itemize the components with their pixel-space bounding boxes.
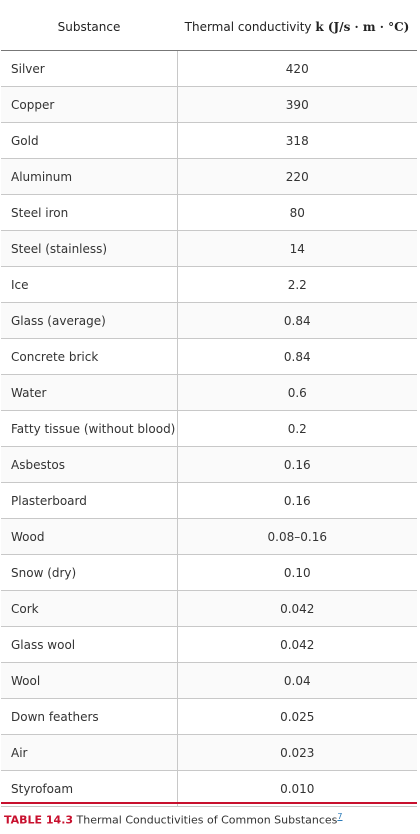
conductivity-cell: 0.04 [177,662,417,699]
conductivity-cell: 390 [177,86,417,123]
table-row: Glass wool 0.042 [1,626,417,663]
table-row: Cork 0.042 [1,590,417,627]
footnote-link[interactable]: 7 [337,812,343,821]
substance-cell: Ice [1,266,178,303]
conductivity-cell: 0.10 [177,554,417,591]
caption-label: TABLE 14.3 [4,813,74,827]
conductivity-cell: 0.08–0.16 [177,518,417,555]
table-row: Glass (average) 0.84 [1,302,417,339]
thermal-conductivity-table: Substance Thermal conductivity k (J/s · … [1,3,417,807]
conductivity-cell: 318 [177,122,417,159]
table-row: Wood 0.08–0.16 [1,518,417,555]
table-row: Silver 420 [1,50,417,87]
conductivity-cell: 420 [177,50,417,87]
table-row: Concrete brick 0.84 [1,338,417,375]
table-row: Steel iron 80 [1,194,417,231]
table-row: Air 0.023 [1,734,417,771]
substance-cell: Steel iron [1,194,178,231]
conductivity-cell: 220 [177,158,417,195]
table-row: Snow (dry) 0.10 [1,554,417,591]
conductivity-cell: 0.025 [177,698,417,735]
conductivity-cell: 0.6 [177,374,417,411]
conductivity-cell: 0.84 [177,302,417,339]
table-body: Silver 420 Copper 390 Gold 318 Aluminum 220 Stee… [1,50,417,807]
table-row: Ice 2.2 [1,266,417,303]
substance-cell: Copper [1,86,178,123]
conductivity-cell: 0.16 [177,482,417,519]
conductivity-cell: 0.010 [177,770,417,807]
table-row: Wool 0.04 [1,662,417,699]
conductivity-cell: 14 [177,230,417,267]
table-row: Asbestos 0.16 [1,446,417,483]
table-row: Down feathers 0.025 [1,698,417,735]
conductivity-header-label: Thermal conductivity [184,19,312,34]
conductivity-cell: 0.042 [177,590,417,627]
substance-cell: Silver [1,50,178,87]
table-row: Plasterboard 0.16 [1,482,417,519]
substance-cell: Steel (stainless) [1,230,178,267]
conductivity-cell: 0.16 [177,446,417,483]
substance-cell: Wood [1,518,178,555]
substance-cell: Glass wool [1,626,178,663]
substance-cell: Wool [1,662,178,699]
conductivity-cell: 80 [177,194,417,231]
substance-cell: Water [1,374,178,411]
substance-cell: Plasterboard [1,482,178,519]
conductivity-cell: 0.2 [177,410,417,447]
substance-cell: Down feathers [1,698,178,735]
substance-cell: Gold [1,122,178,159]
substance-cell: Glass (average) [1,302,178,339]
conductivity-cell: 0.84 [177,338,417,375]
substance-cell: Snow (dry) [1,554,178,591]
table-row: Copper 390 [1,86,417,123]
substance-cell: Fatty tissue (without blood) [1,410,178,447]
conductivity-column-header: Thermal conductivity k (J/s · m · °C) [177,3,417,51]
conductivity-cell: 0.042 [177,626,417,663]
table-header-row: Substance Thermal conductivity k (J/s · … [1,3,417,51]
substance-cell: Asbestos [1,446,178,483]
table-caption: TABLE 14.3 Thermal Conductivities of Com… [4,812,343,827]
table-row: Aluminum 220 [1,158,417,195]
table-row: Gold 318 [1,122,417,159]
substance-cell: Styrofoam [1,770,178,807]
conductivity-cell: 2.2 [177,266,417,303]
substance-cell: Air [1,734,178,771]
substance-cell: Concrete brick [1,338,178,375]
substance-column-header: Substance [1,3,177,51]
caption-divider [1,802,417,804]
table-row: Fatty tissue (without blood) 0.2 [1,410,417,447]
table-row: Steel (stainless) 14 [1,230,417,267]
conductivity-cell: 0.023 [177,734,417,771]
table-row: Water 0.6 [1,374,417,411]
substance-cell: Cork [1,590,178,627]
conductivity-unit: k (J/s · m · °C) [315,19,410,34]
substance-cell: Aluminum [1,158,178,195]
table-row: Styrofoam 0.010 [1,770,417,807]
caption-text: Thermal Conductivities of Common Substan… [76,813,338,827]
